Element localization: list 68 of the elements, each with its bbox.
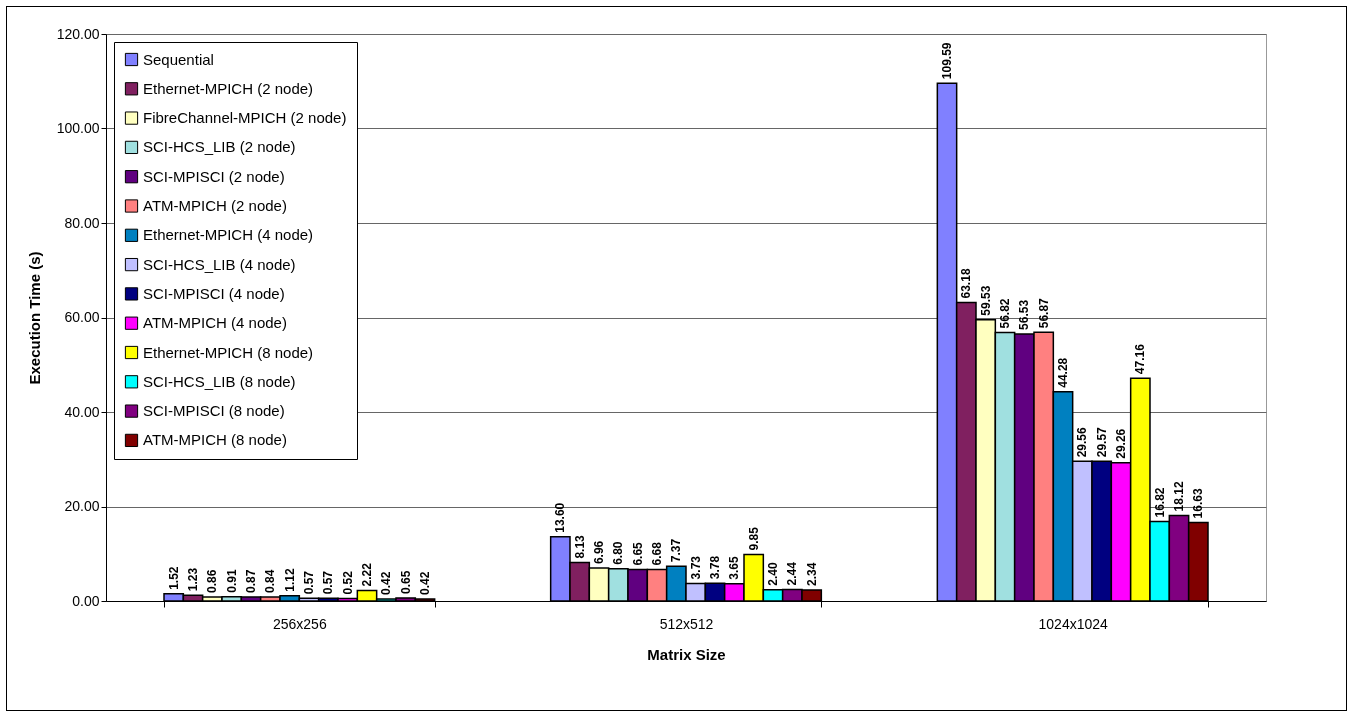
data-label: 6.68 <box>650 541 664 566</box>
data-label: 1.12 <box>282 568 297 592</box>
data-label: 7.37 <box>669 538 684 563</box>
data-label: 63.18 <box>959 268 974 299</box>
y-axis-title: Execution Time (s) <box>25 251 43 385</box>
data-label: 0.86 <box>205 569 220 593</box>
data-label: 9.85 <box>746 526 761 551</box>
data-label: 16.82 <box>1152 487 1167 518</box>
x-tick-label: 256x256 <box>272 615 327 632</box>
legend-label: SCI-HCS_LIB (2 node) <box>143 138 296 156</box>
legend-label: Ethernet-MPICH (4 node) <box>143 226 314 244</box>
data-label: 1.52 <box>166 566 181 590</box>
x-axis-title: Matrix Size <box>647 645 726 663</box>
y-tick-label: 20.00 <box>64 498 100 514</box>
y-tick-label: 100.00 <box>56 120 100 136</box>
legend-label: ATM-MPICH (4 node) <box>143 314 287 332</box>
data-label: 18.12 <box>1172 481 1186 512</box>
legend-label: SCI-MPISCI (8 node) <box>143 402 285 420</box>
legend-label: SCI-HCS_LIB (8 node) <box>143 372 296 390</box>
data-label: 2.34 <box>804 562 819 586</box>
data-label: 44.28 <box>1056 357 1070 388</box>
data-label: 109.59 <box>940 42 954 80</box>
data-label: 0.57 <box>321 570 336 595</box>
y-tick-label: 120.00 <box>56 25 100 42</box>
data-label: 29.56 <box>1075 426 1090 458</box>
data-label: 3.65 <box>727 556 742 580</box>
data-label: 2.40 <box>766 561 780 586</box>
data-label: 0.57 <box>302 570 316 595</box>
legend-label: FibreChannel-MPICH (2 node) <box>143 109 347 127</box>
data-label: 6.80 <box>611 541 626 565</box>
y-tick-label: 0.00 <box>72 592 100 609</box>
y-tick-label: 60.00 <box>64 309 100 325</box>
data-label: 6.65 <box>630 541 645 566</box>
data-label: 3.78 <box>708 555 722 580</box>
data-label: 0.84 <box>263 569 278 594</box>
legend-label: ATM-MPICH (2 node) <box>143 197 287 214</box>
data-label: 0.52 <box>340 570 355 595</box>
y-tick-label: 40.00 <box>64 403 100 420</box>
data-label: 8.13 <box>572 534 587 559</box>
x-tick-label: 512x512 <box>659 615 714 632</box>
legend-label: Sequential <box>143 50 214 68</box>
legend-label: SCI-MPISCI (2 node) <box>143 167 285 185</box>
data-label: 3.73 <box>688 555 703 580</box>
data-label: 0.42 <box>379 571 394 596</box>
data-label: 29.26 <box>1114 428 1128 459</box>
data-label: 6.96 <box>592 540 606 565</box>
data-label: 13.60 <box>553 502 568 533</box>
data-label: 2.22 <box>360 562 374 587</box>
data-label: 56.82 <box>998 298 1012 329</box>
data-label: 0.65 <box>398 570 413 594</box>
data-label: 1.23 <box>186 567 200 592</box>
data-label: 56.87 <box>1036 297 1051 329</box>
y-tick-label: 80.00 <box>64 214 100 231</box>
data-label: 0.91 <box>224 569 239 593</box>
legend-label: Ethernet-MPICH (2 node) <box>143 79 314 97</box>
x-tick-label: 1024x1024 <box>1038 615 1109 632</box>
data-label: 2.44 <box>785 561 800 586</box>
legend-label: ATM-MPICH (8 node) <box>143 431 287 449</box>
data-label: 29.57 <box>1094 426 1109 458</box>
data-label: 16.63 <box>1191 488 1206 519</box>
data-label: 56.53 <box>1017 299 1032 330</box>
data-label: 59.53 <box>978 285 993 316</box>
legend-label: SCI-MPISCI (4 node) <box>143 284 285 302</box>
data-label: 0.87 <box>244 569 258 593</box>
data-label: 0.42 <box>418 571 432 596</box>
legend-label: Ethernet-MPICH (8 node) <box>143 343 314 361</box>
legend-label: SCI-HCS_LIB (4 node) <box>143 255 296 273</box>
data-label: 47.16 <box>1133 343 1148 375</box>
